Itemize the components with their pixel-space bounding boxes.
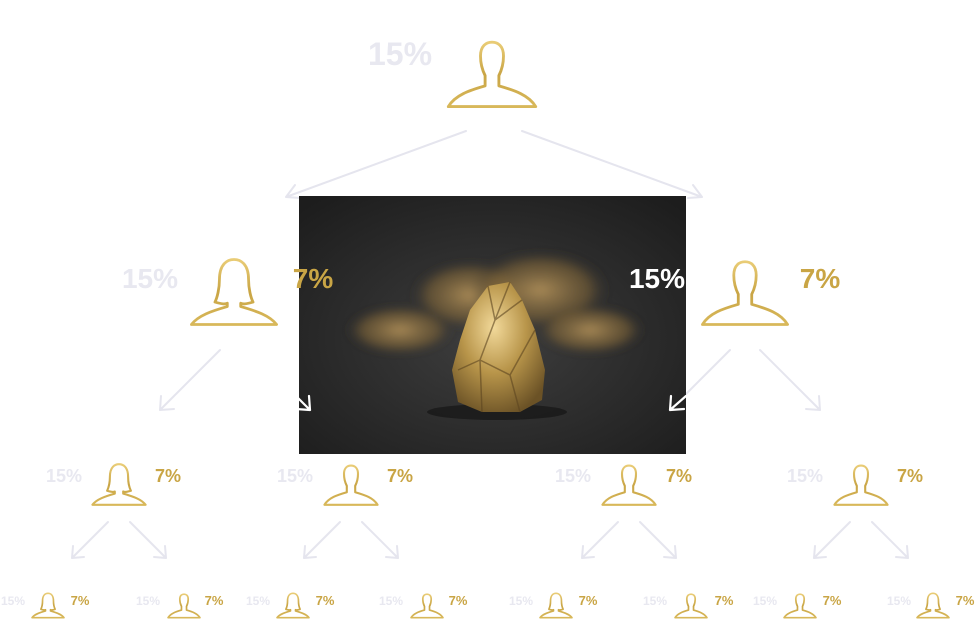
node-l3-7: 15% 7% — [753, 593, 842, 619]
node-l3-8-pct-left: 15% — [887, 594, 911, 608]
node-l1-right: 15% 7% — [629, 260, 841, 326]
node-l1-left-pct-left: 15% — [122, 263, 178, 294]
arrows-level-2 — [71, 521, 909, 559]
node-l3-2-pct-right: 7% — [205, 593, 224, 608]
node-l1-left: 15% 7% — [122, 258, 334, 326]
node-l3-1: 15% 7% — [1, 592, 90, 619]
person-icon — [701, 260, 789, 326]
node-l3-2: 15% 7% — [136, 593, 224, 619]
node-l3-5-pct-right: 7% — [579, 593, 598, 608]
node-l3-1-pct-left: 15% — [1, 594, 25, 608]
node-l3-3-pct-right: 7% — [316, 593, 335, 608]
node-l2-2-pct-left: 15% — [277, 466, 313, 486]
node-l1-right-pct-right: 7% — [800, 263, 841, 294]
node-l3-4: 15% 7% — [379, 593, 468, 619]
node-l3-3: 15% 7% — [246, 592, 335, 619]
gold-nugget-photo — [248, 196, 688, 454]
node-l3-7-pct-left: 15% — [753, 594, 777, 608]
node-l3-6: 15% 7% — [643, 593, 734, 619]
node-l1-left-pct-right: 7% — [293, 263, 334, 294]
node-l3-8-pct-right: 7% — [956, 593, 975, 608]
person-icon — [916, 592, 950, 619]
person-icon — [167, 593, 201, 619]
node-l3-5: 15% 7% — [509, 592, 598, 619]
node-l3-8: 15% 7% — [887, 592, 975, 619]
person-icon — [539, 592, 573, 619]
node-l2-4: 15% 7% — [787, 464, 923, 506]
node-l3-1-pct-right: 7% — [71, 593, 90, 608]
node-l2-4-pct-right: 7% — [897, 466, 923, 486]
node-l3-6-pct-left: 15% — [643, 594, 667, 608]
node-l2-1-pct-left: 15% — [46, 466, 82, 486]
node-l1-right-pct-left: 15% — [629, 263, 685, 294]
person-icon — [31, 592, 65, 619]
person-icon — [410, 593, 444, 619]
person-icon — [833, 464, 889, 506]
node-l2-3-pct-left: 15% — [555, 466, 591, 486]
node-l2-2-pct-right: 7% — [387, 466, 413, 486]
node-l3-7-pct-right: 7% — [823, 593, 842, 608]
node-l2-1-pct-right: 7% — [155, 466, 181, 486]
person-icon — [323, 464, 379, 506]
node-root: 15% — [368, 36, 538, 109]
node-l2-4-pct-left: 15% — [787, 466, 823, 486]
person-icon — [276, 592, 310, 619]
node-l3-3-pct-left: 15% — [246, 594, 270, 608]
person-icon — [446, 40, 538, 109]
person-icon — [601, 464, 657, 506]
node-l2-3-pct-right: 7% — [666, 466, 692, 486]
person-icon — [783, 593, 817, 619]
node-l2-1: 15% 7% — [46, 463, 181, 506]
node-l3-4-pct-right: 7% — [449, 593, 468, 608]
arrows-level-0 — [285, 130, 703, 199]
node-l2-2: 15% 7% — [277, 464, 413, 506]
node-l3-2-pct-left: 15% — [136, 594, 160, 608]
node-root-left-pct: 15% — [368, 36, 432, 72]
node-l3-6-pct-right: 7% — [715, 593, 734, 608]
person-icon — [674, 593, 708, 619]
node-l3-4-pct-left: 15% — [379, 594, 403, 608]
node-l3-5-pct-left: 15% — [509, 594, 533, 608]
node-l2-3: 15% 7% — [555, 464, 692, 506]
person-icon — [190, 258, 278, 326]
person-icon — [91, 463, 147, 506]
